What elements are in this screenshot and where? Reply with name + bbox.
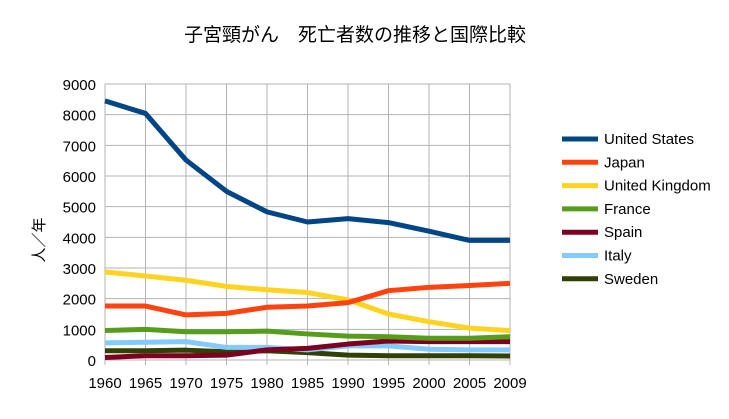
legend-item: France — [562, 201, 651, 218]
legend-item: Italy — [562, 248, 632, 265]
legend-label: Sweden — [604, 271, 658, 288]
legend-item: United States — [562, 131, 694, 148]
x-tick-label: 1975 — [210, 375, 243, 392]
y-tick-label: 0 — [88, 353, 96, 370]
y-tick-label: 8000 — [63, 108, 96, 125]
x-tick-label: 1980 — [250, 375, 283, 392]
legend-item: Sweden — [562, 271, 658, 288]
x-tick-label: 1970 — [169, 375, 202, 392]
legend-item: Spain — [562, 224, 642, 241]
legend-label: Italy — [604, 248, 632, 265]
y-tick-label: 7000 — [63, 138, 96, 155]
series-line-france — [104, 326, 511, 341]
legend-item: United Kingdom — [562, 178, 711, 195]
legend-label: France — [604, 201, 651, 218]
legend-label: United States — [604, 131, 694, 148]
y-tick-label: 2000 — [63, 292, 96, 309]
legend-item: Japan — [562, 154, 645, 171]
x-tick-label: 1965 — [129, 375, 162, 392]
legend-label: United Kingdom — [604, 178, 711, 195]
y-tick-label: 1000 — [63, 322, 96, 339]
x-tick-label: 2005 — [453, 375, 486, 392]
x-tick-label: 2000 — [412, 375, 445, 392]
x-tick-label: 2009 — [493, 375, 526, 392]
series-line-japan — [105, 280, 511, 318]
chart-title: 子宮頸がん 死亡者数の推移と国際比較 — [184, 24, 526, 46]
series-line-united-kingdom — [104, 269, 511, 334]
series-line-spain — [104, 338, 510, 361]
x-tick-label: 1990 — [331, 375, 364, 392]
y-tick-label: 3000 — [63, 261, 96, 278]
x-tick-label: 1985 — [291, 375, 324, 392]
x-tick-label: 1995 — [372, 375, 405, 392]
y-axis-label: 人／年 — [31, 217, 48, 262]
y-tick-label: 5000 — [63, 200, 96, 217]
y-tick-label: 4000 — [63, 230, 96, 247]
legend-label: Spain — [604, 224, 642, 241]
legend-label: Japan — [604, 154, 645, 171]
series-line-united-states — [104, 98, 510, 243]
y-tick-label: 6000 — [63, 169, 96, 186]
y-tick-label: 9000 — [63, 77, 96, 94]
x-tick-label: 1960 — [88, 375, 121, 392]
series-line-sweden — [105, 347, 511, 359]
